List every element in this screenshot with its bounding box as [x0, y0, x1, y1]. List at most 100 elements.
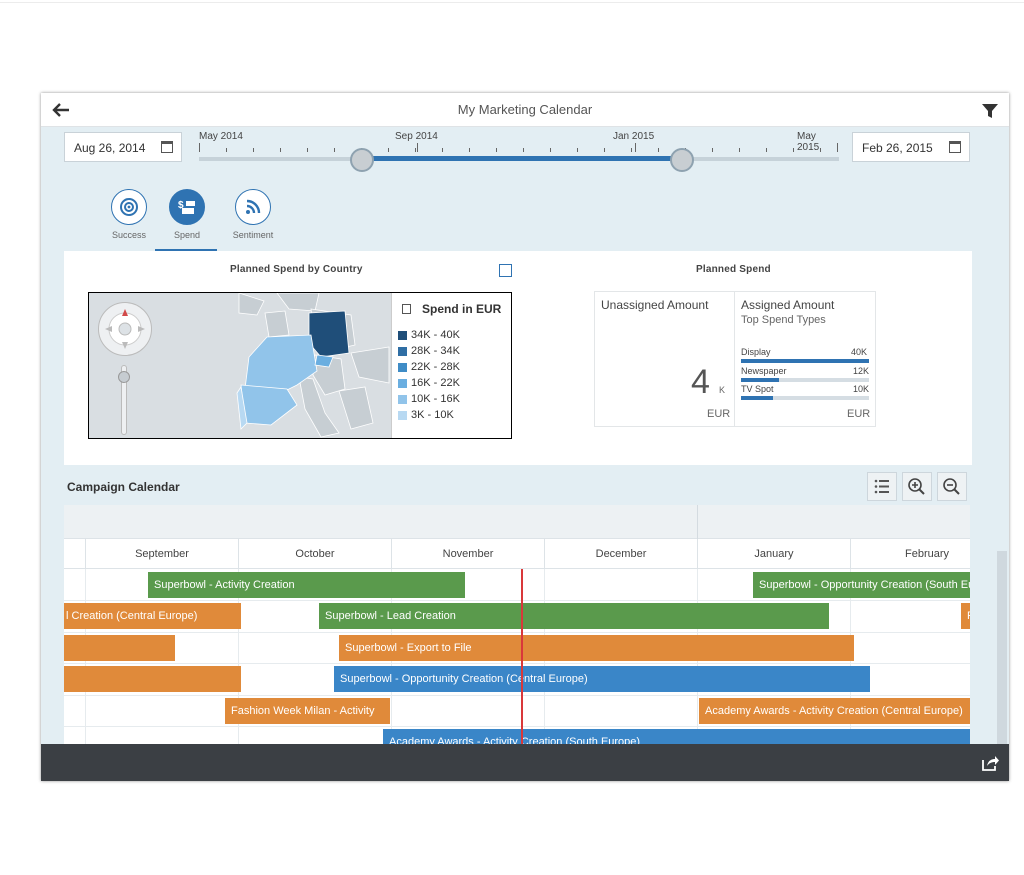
month-label: January	[697, 539, 850, 569]
campaign-bar[interactable]: l Creation (Central Europe)	[64, 603, 241, 629]
month-label: November	[391, 539, 544, 569]
timeline-year-header	[64, 505, 970, 539]
spend-bar-track	[741, 396, 869, 400]
slider-selected-range	[362, 156, 682, 161]
campaign-bar[interactable]: Academy Awards - Activity Creation (Cent…	[699, 698, 970, 724]
start-date-field[interactable]: Aug 26, 2014	[64, 132, 182, 162]
campaign-timeline[interactable]: September October November December Janu…	[64, 505, 970, 745]
share-icon[interactable]	[981, 754, 999, 772]
legend-label: 10K - 16K	[411, 393, 460, 405]
slider-tick	[280, 148, 281, 152]
slider-tick	[577, 148, 578, 152]
legend-item: 16K - 22K	[398, 377, 460, 389]
unassigned-unit: K	[719, 385, 726, 395]
month-label: February	[850, 539, 970, 569]
legend-swatch	[398, 346, 407, 356]
legend-label: 34K - 40K	[411, 329, 460, 341]
feed-icon	[235, 189, 271, 225]
slider-tick	[388, 148, 389, 152]
zoom-in-button[interactable]	[902, 472, 932, 501]
expand-icon[interactable]	[499, 264, 512, 277]
money-icon: $	[169, 189, 205, 225]
legend-item: 3K - 10K	[398, 409, 454, 421]
legend-label: 16K - 22K	[411, 377, 460, 389]
campaign-bar[interactable]: Superbowl - Lead Creation	[319, 603, 829, 629]
assigned-label: Assigned Amount	[741, 298, 835, 312]
assigned-currency: EUR	[847, 408, 871, 420]
spend-type-name: Newspaper	[741, 366, 787, 376]
spend-panel: Planned Spend by Country	[64, 251, 972, 465]
spend-type-name: TV Spot	[741, 384, 774, 394]
campaign-bar[interactable]	[64, 666, 241, 692]
slider-tick	[469, 148, 470, 152]
slider-tick	[307, 148, 308, 152]
slider-end-handle[interactable]	[670, 148, 694, 172]
legend-title: Spend in EUR	[422, 302, 502, 316]
legend-swatch	[398, 378, 407, 388]
slider-tick	[739, 148, 740, 152]
campaign-bar[interactable]	[64, 635, 175, 661]
legend-swatch	[398, 330, 407, 340]
end-date-value: Feb 26, 2015	[862, 141, 933, 155]
slider-tick	[334, 148, 335, 152]
campaign-bar[interactable]: Superbowl - Activity Creation	[148, 572, 465, 598]
slider-label: Jan 2015	[613, 131, 655, 142]
grid-row	[64, 726, 970, 727]
end-date-field[interactable]: Feb 26, 2015	[852, 132, 970, 162]
selected-tab-indicator	[155, 249, 217, 252]
spend-bar	[741, 359, 869, 363]
campaign-bar[interactable]: Superbowl - Opportunity Creation (South …	[753, 572, 970, 598]
map-shapes	[89, 293, 391, 438]
slider-tick	[226, 148, 227, 152]
tab-spend[interactable]: $ Spend	[157, 189, 217, 240]
zoom-out-button[interactable]	[937, 472, 967, 501]
calendar-icon[interactable]	[161, 141, 173, 153]
country-map[interactable]: Spend in EUR 34K - 40K 28K - 34K 22K - 2…	[88, 292, 512, 439]
slider-tick	[604, 148, 605, 152]
svg-text:$: $	[178, 200, 184, 211]
campaign-bar[interactable]: F	[961, 603, 970, 629]
filter-icon[interactable]	[981, 102, 999, 120]
list-icon	[874, 479, 889, 494]
campaign-bar[interactable]: Superbowl - Opportunity Creation (Centra…	[334, 666, 870, 692]
legend-label: 3K - 10K	[411, 409, 454, 421]
top-divider	[0, 0, 1024, 3]
planned-spend-tile[interactable]: Unassigned Amount 4 K EUR Assigned Amoun…	[594, 291, 876, 427]
back-arrow-icon[interactable]	[51, 101, 71, 119]
slider-tick	[820, 148, 821, 152]
slider-tick	[496, 148, 497, 152]
spend-title: Planned Spend	[696, 264, 771, 275]
slider-tick	[631, 148, 632, 152]
legend-swatch	[398, 410, 407, 420]
slider-major-tick	[417, 143, 418, 152]
legend-item: 28K - 34K	[398, 345, 460, 357]
list-view-button[interactable]	[867, 472, 897, 501]
date-range-slider[interactable]: May 2014 Sep 2014 Jan 2015 May 2015	[199, 131, 839, 172]
slider-label: May 2014	[199, 131, 243, 142]
zoom-in-icon	[908, 478, 925, 495]
slider-start-handle[interactable]	[350, 148, 374, 172]
app-window: My Marketing Calendar Aug 26, 2014 Feb 2…	[41, 93, 1009, 781]
map-zoom-slider[interactable]	[121, 365, 127, 435]
tab-sentiment[interactable]: Sentiment	[223, 189, 283, 240]
map-pan-control[interactable]	[98, 302, 152, 356]
legend-item: 10K - 16K	[398, 393, 460, 405]
campaign-bar[interactable]: Superbowl - Export to File	[339, 635, 854, 661]
legend-swatch	[398, 394, 407, 404]
campaign-bar[interactable]: Academy Awards - Activity Creation (Sout…	[383, 729, 970, 745]
campaign-bar[interactable]: Fashion Week Milan - Activity	[225, 698, 390, 724]
legend-label: 22K - 28K	[411, 361, 460, 373]
tab-success[interactable]: Success	[99, 189, 159, 240]
calendar-icon[interactable]	[949, 141, 961, 153]
spend-type-value: 40K	[851, 347, 868, 357]
unassigned-label: Unassigned Amount	[601, 298, 709, 312]
month-label: September	[85, 539, 238, 569]
map-zoom-knob[interactable]	[118, 371, 130, 383]
legend-list-icon[interactable]	[402, 304, 411, 314]
slider-tick	[415, 148, 416, 152]
footer-bar	[41, 744, 1009, 781]
vertical-scrollbar[interactable]	[997, 551, 1007, 747]
slider-major-tick	[635, 143, 636, 152]
spend-type-name: Display	[741, 347, 771, 357]
grid-line	[238, 569, 239, 745]
